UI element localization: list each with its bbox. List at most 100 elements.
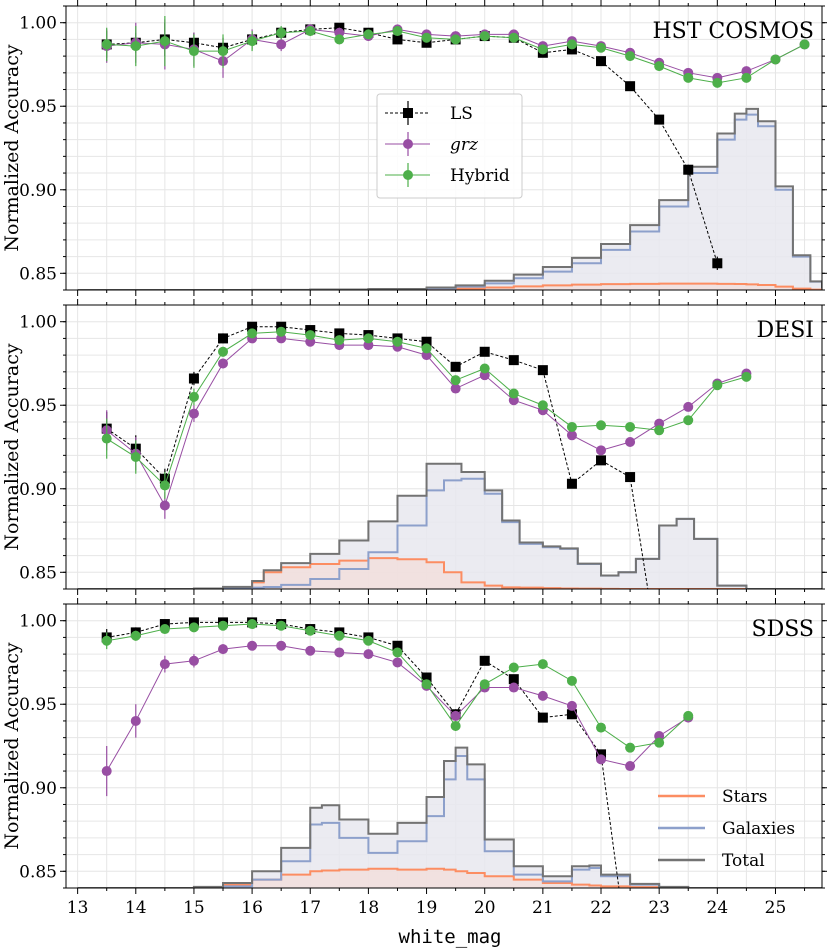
- data-point: [247, 36, 258, 47]
- data-point: [218, 644, 229, 655]
- data-point: [683, 401, 694, 412]
- data-point: [188, 655, 199, 666]
- series-hybrid: [101, 326, 752, 499]
- data-point: [334, 647, 345, 658]
- panel-title: HST COSMOS: [653, 19, 815, 44]
- data-point: [508, 674, 519, 685]
- data-point: [712, 380, 723, 391]
- data-point: [537, 400, 548, 411]
- series-hybrid: [101, 619, 694, 753]
- y-tick-label: 0.95: [19, 695, 57, 715]
- panel-sdss: 0.85 0.90 0.95 1.00 Normalized Accuracy SDSS 1…: [1, 598, 827, 918]
- data-point: [305, 26, 316, 37]
- data-point: [596, 42, 607, 53]
- data-point: [305, 645, 316, 656]
- legend-item-total: Total: [658, 851, 765, 871]
- y-axis-label: Normalized Accuracy: [1, 642, 23, 849]
- data-point: [101, 39, 112, 50]
- data-point: [218, 358, 229, 369]
- data-point: [188, 408, 199, 419]
- data-point: [596, 722, 607, 733]
- data-point: [596, 749, 607, 760]
- data-point: [130, 41, 141, 52]
- y-tick-label: 0.85: [19, 862, 57, 882]
- data-point: [392, 657, 403, 668]
- data-point: [596, 56, 607, 67]
- y-tick-label: 0.85: [19, 563, 57, 583]
- data-point: [625, 472, 636, 483]
- axes-frame: [65, 304, 823, 590]
- x-tick-label: 15: [183, 898, 205, 918]
- legend-marker: [403, 108, 413, 118]
- hist-total-fill: [77, 108, 822, 290]
- data-point: [625, 51, 636, 62]
- panel-desi: 0.85 0.90 0.95 1.00 Normalized Accuracy DESI: [1, 299, 827, 595]
- data-point: [130, 452, 141, 463]
- x-tick-label: 25: [765, 898, 787, 918]
- series-line: [106, 326, 649, 589]
- hist-total-line: [77, 746, 822, 888]
- data-point: [625, 742, 636, 753]
- data-point: [159, 500, 170, 511]
- data-point: [596, 420, 607, 431]
- data-point: [625, 436, 636, 447]
- y-tick-label: 0.90: [19, 779, 57, 799]
- x-tick-label: 24: [707, 898, 729, 918]
- data-point: [566, 44, 577, 55]
- data-point: [566, 709, 577, 720]
- data-point: [188, 391, 199, 402]
- data-point: [218, 46, 229, 57]
- x-axis-label: white_mag: [399, 926, 502, 948]
- data-point: [799, 39, 810, 50]
- data-point: [363, 649, 374, 660]
- data-point: [101, 635, 112, 646]
- series-hybrid: [101, 16, 810, 88]
- data-point: [654, 61, 665, 72]
- y-tick-label: 0.90: [19, 480, 57, 500]
- x-tick-label: 16: [241, 898, 263, 918]
- data-point: [334, 335, 345, 346]
- data-point: [276, 326, 287, 337]
- legend-item-galaxies: Galaxies: [658, 819, 795, 839]
- legend-label: grz: [450, 135, 479, 155]
- y-tick-label: 1.00: [19, 612, 57, 632]
- data-point: [218, 346, 229, 357]
- data-point: [392, 640, 403, 651]
- data-point: [421, 32, 432, 43]
- hist-total-line: [77, 462, 822, 589]
- ticks: [60, 299, 827, 595]
- data-point: [654, 737, 665, 748]
- data-point: [130, 630, 141, 641]
- data-point: [276, 27, 287, 38]
- data-point: [247, 619, 258, 630]
- legend-item-grz: grz: [385, 132, 479, 156]
- data-point: [450, 34, 461, 45]
- series-line: [106, 27, 718, 264]
- data-point: [450, 375, 461, 386]
- data-point: [596, 445, 607, 456]
- data-point: [159, 659, 170, 670]
- x-tick-label: 23: [648, 898, 670, 918]
- data-point: [247, 321, 258, 332]
- x-tick-label: 18: [358, 898, 380, 918]
- data-point: [130, 715, 141, 726]
- data-point: [334, 34, 345, 45]
- panel-hst-cosmos: 0.85 0.90 0.95 1.00 Normalized Accuracy HST C…: [1, 0, 827, 296]
- data-point: [450, 710, 461, 721]
- data-point: [276, 620, 287, 631]
- y-axis-label: Normalized Accuracy: [1, 44, 23, 251]
- data-point: [188, 617, 199, 628]
- data-point: [537, 365, 548, 376]
- data-point: [537, 44, 548, 55]
- legend-frame: [376, 93, 523, 199]
- data-point: [188, 373, 199, 384]
- legend-item-ls: LS: [385, 101, 473, 125]
- data-point: [537, 712, 548, 723]
- ticks: [60, 598, 827, 894]
- data-point: [305, 625, 316, 636]
- axes-frame: [65, 5, 823, 291]
- data-point: [654, 114, 665, 125]
- data-point: [508, 662, 519, 673]
- data-point: [537, 659, 548, 670]
- data-point: [363, 333, 374, 344]
